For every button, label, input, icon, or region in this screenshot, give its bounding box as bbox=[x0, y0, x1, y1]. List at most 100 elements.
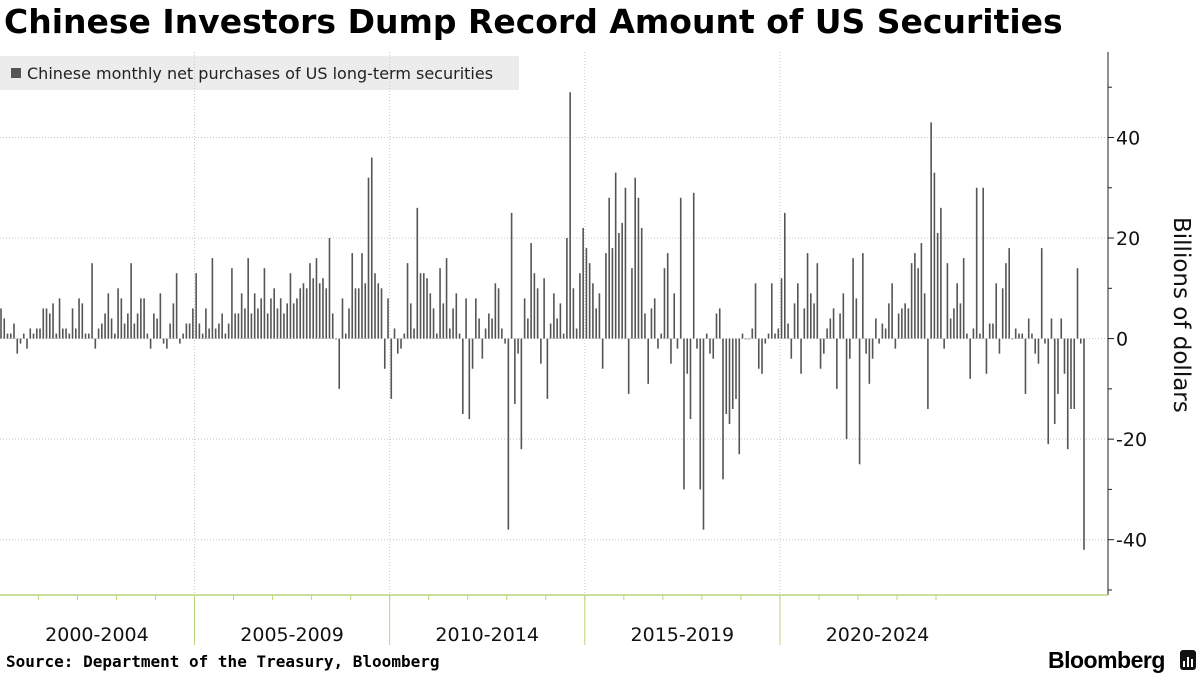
bar bbox=[806, 253, 809, 339]
grid-lines bbox=[0, 52, 1108, 595]
bar bbox=[1031, 333, 1033, 339]
bar bbox=[940, 207, 942, 339]
bar bbox=[839, 313, 841, 339]
bar bbox=[800, 338, 802, 374]
bar bbox=[42, 308, 45, 339]
bar bbox=[172, 303, 175, 339]
bar bbox=[793, 303, 796, 339]
bar bbox=[579, 273, 581, 339]
bar bbox=[26, 338, 28, 349]
bar bbox=[891, 283, 893, 339]
bar bbox=[351, 253, 354, 339]
bar bbox=[1044, 338, 1046, 344]
y-axis-label: Billions of dollars bbox=[1168, 217, 1194, 413]
bar bbox=[975, 187, 978, 339]
bar bbox=[494, 283, 497, 339]
bar bbox=[566, 238, 568, 339]
bar bbox=[436, 333, 438, 339]
bar bbox=[715, 313, 718, 339]
bar bbox=[504, 338, 506, 344]
bar bbox=[400, 338, 402, 349]
bar bbox=[9, 333, 12, 339]
bar bbox=[338, 338, 341, 389]
bar bbox=[914, 253, 916, 339]
bar bbox=[605, 253, 607, 339]
bar bbox=[484, 328, 487, 339]
bar bbox=[305, 288, 308, 339]
bar bbox=[637, 197, 640, 339]
bar bbox=[1047, 338, 1050, 445]
bar bbox=[823, 338, 825, 354]
bar bbox=[315, 258, 318, 339]
legend-swatch bbox=[11, 68, 21, 78]
bar bbox=[627, 338, 630, 394]
bar bbox=[595, 308, 597, 339]
bar bbox=[107, 293, 110, 339]
bar bbox=[390, 338, 393, 399]
bar bbox=[761, 338, 763, 374]
x-group-label: 2015-2019 bbox=[631, 624, 735, 645]
bar bbox=[621, 222, 623, 339]
bar bbox=[953, 308, 955, 339]
bar bbox=[192, 308, 194, 339]
bar bbox=[39, 328, 41, 339]
bar bbox=[741, 333, 744, 339]
bar bbox=[348, 308, 350, 339]
bar bbox=[237, 313, 240, 339]
bar bbox=[933, 172, 936, 339]
bar bbox=[136, 313, 139, 339]
bar bbox=[61, 328, 64, 339]
bar bbox=[140, 298, 142, 339]
bar bbox=[6, 333, 9, 339]
bar bbox=[497, 288, 500, 339]
bar bbox=[1011, 338, 1014, 340]
bar bbox=[491, 318, 493, 339]
bar bbox=[455, 293, 458, 339]
bar bbox=[1079, 338, 1082, 344]
bar bbox=[731, 338, 734, 409]
bar bbox=[754, 283, 757, 339]
bar bbox=[966, 333, 968, 339]
bar bbox=[413, 328, 415, 339]
bar bbox=[97, 328, 100, 339]
bar bbox=[331, 313, 334, 339]
bar bbox=[897, 313, 900, 339]
bar bbox=[143, 298, 145, 339]
bar bbox=[663, 268, 666, 339]
bar bbox=[849, 338, 851, 359]
bar bbox=[1040, 248, 1043, 339]
bar bbox=[946, 263, 949, 339]
bar bbox=[875, 318, 877, 339]
bar bbox=[888, 303, 890, 339]
bar bbox=[218, 323, 220, 339]
bar bbox=[1027, 318, 1030, 339]
bar bbox=[803, 308, 806, 339]
bar bbox=[13, 323, 15, 339]
bar bbox=[923, 293, 926, 339]
bar bbox=[88, 333, 90, 339]
bar bbox=[452, 308, 454, 339]
bar bbox=[666, 253, 669, 339]
bar bbox=[1060, 318, 1063, 339]
y-tick-label: -20 bbox=[1116, 429, 1147, 451]
bar bbox=[501, 328, 503, 339]
bar bbox=[325, 288, 328, 339]
bar bbox=[549, 323, 552, 339]
bar bbox=[48, 313, 51, 339]
bar bbox=[462, 338, 464, 414]
bar bbox=[962, 258, 965, 339]
bar bbox=[988, 323, 991, 339]
bar bbox=[764, 338, 767, 344]
bar bbox=[45, 308, 48, 339]
bar bbox=[998, 338, 1001, 354]
bar bbox=[829, 318, 832, 339]
bar bbox=[110, 318, 113, 339]
bar bbox=[318, 283, 321, 339]
y-axis: -40 -20 0 20 40 Billions of dollars bbox=[1107, 52, 1194, 595]
bar bbox=[556, 318, 558, 339]
bar bbox=[393, 328, 396, 339]
bar bbox=[959, 303, 962, 339]
bar bbox=[634, 177, 636, 339]
bar bbox=[1037, 338, 1040, 364]
y-tick-label: 0 bbox=[1116, 329, 1128, 351]
